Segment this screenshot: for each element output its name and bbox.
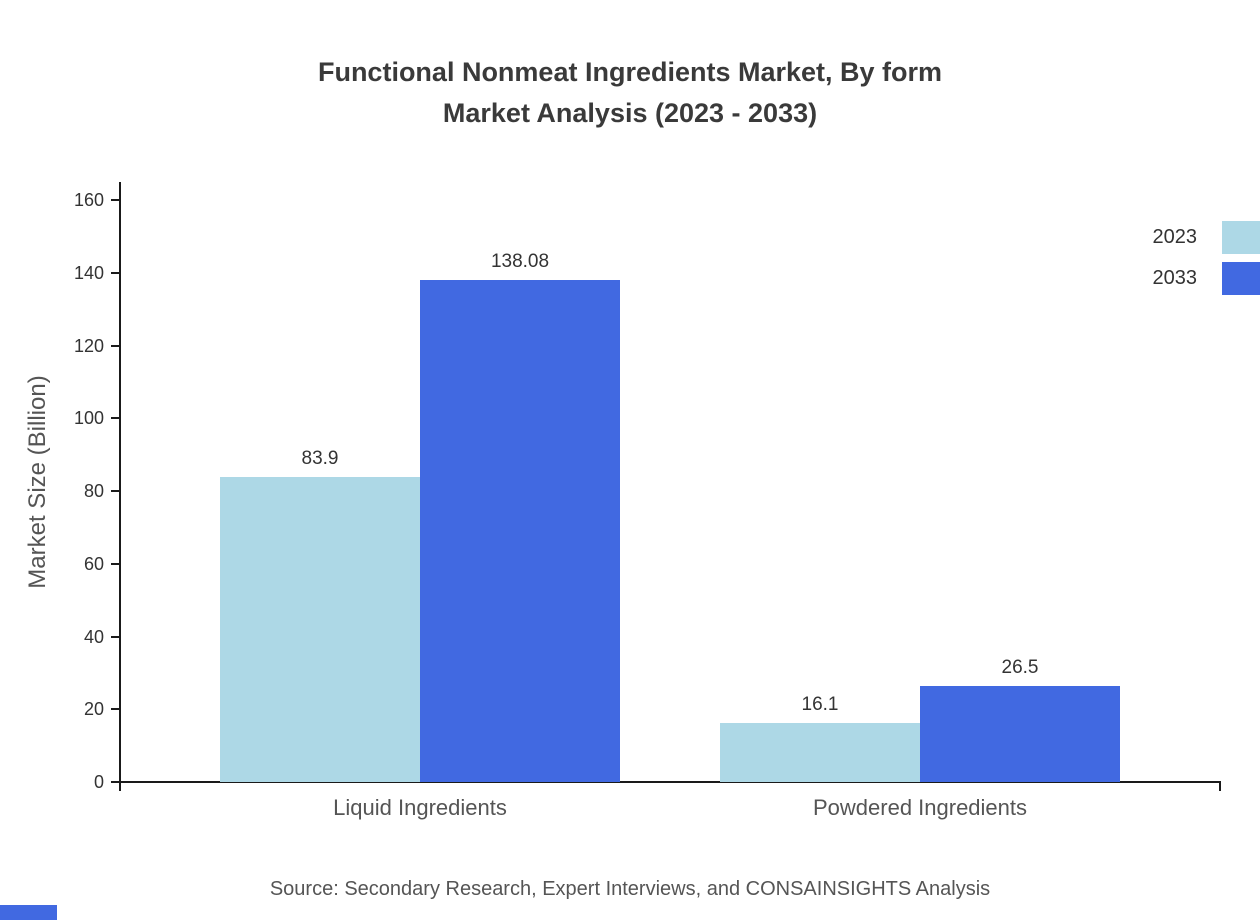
legend-swatch-2023 <box>1222 221 1260 254</box>
bar-2033-2 <box>920 686 1120 782</box>
y-tick <box>111 708 119 711</box>
y-tick-label: 100 <box>73 408 104 429</box>
y-tick <box>111 781 119 783</box>
x-tick-left <box>119 783 121 791</box>
legend-label-2033: 2033 <box>1152 267 1198 289</box>
y-tick <box>111 635 119 638</box>
y-tick-label: 40 <box>83 626 104 647</box>
chart-title-line2: Market Analysis (2023 - 2033) <box>442 98 818 128</box>
y-tick <box>111 344 119 347</box>
y-tick-label: 140 <box>73 262 104 283</box>
y-tick <box>111 271 119 274</box>
bar-value-label: 83.9 <box>301 448 339 469</box>
y-tick-label: 60 <box>83 553 104 574</box>
bar-2023-1 <box>220 477 420 782</box>
chart-title: Functional Nonmeat Ingredients Market, B… <box>0 52 1260 134</box>
y-tick-label: 0 <box>93 772 104 792</box>
bar-value-label: 26.5 <box>1001 657 1039 678</box>
bar-value-label: 138.08 <box>490 251 550 272</box>
y-axis <box>119 182 121 783</box>
legend-label-2023: 2023 <box>1152 226 1198 248</box>
y-tick-label: 20 <box>83 699 104 720</box>
bottom-left-accent <box>0 905 57 920</box>
y-tick <box>111 199 119 201</box>
y-tick-label: 80 <box>83 481 104 501</box>
y-tick <box>111 417 119 420</box>
y-tick <box>111 562 119 565</box>
legend-swatch-2033 <box>1222 262 1260 295</box>
bar-2033-1 <box>420 280 620 782</box>
bar-2023-2 <box>720 723 920 782</box>
bar-value-label: 16.1 <box>801 694 839 715</box>
y-tick-label: 160 <box>73 190 104 210</box>
x-category-label: Liquid Ingredients <box>333 795 507 820</box>
x-axis <box>119 781 1221 783</box>
y-tick-label: 120 <box>73 335 104 356</box>
x-tick-right <box>1219 783 1221 791</box>
source-note: Source: Secondary Research, Expert Inter… <box>269 878 991 900</box>
chart-title-line1: Functional Nonmeat Ingredients Market, B… <box>317 57 943 87</box>
y-tick <box>111 490 119 492</box>
x-category-label: Powdered Ingredients <box>812 795 1028 820</box>
